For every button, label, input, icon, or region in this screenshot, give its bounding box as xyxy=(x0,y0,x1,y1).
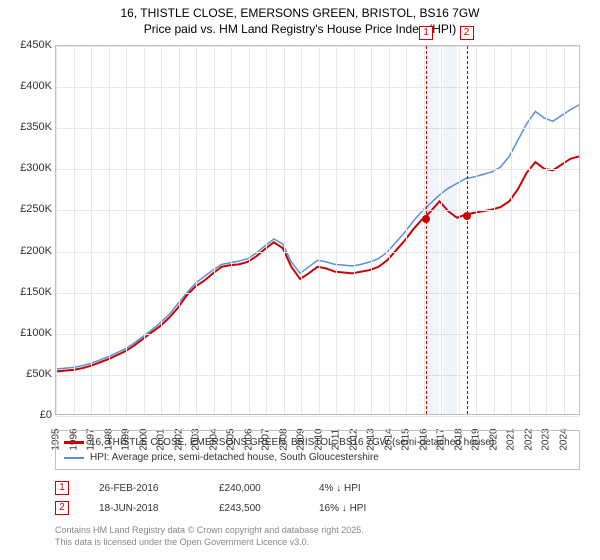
sale-marker: 1 xyxy=(55,481,69,495)
title-line2: Price paid vs. HM Land Registry's House … xyxy=(10,22,590,36)
chart-title: 16, THISTLE CLOSE, EMERSONS GREEN, BRIST… xyxy=(0,0,600,38)
footer-line2: This data is licensed under the Open Gov… xyxy=(55,537,364,549)
ytick-label: £250K xyxy=(20,203,52,215)
sale-row: 2 18-JUN-2018 £243,500 16% ↓ HPI xyxy=(55,498,369,518)
ytick-label: £350K xyxy=(20,121,52,133)
sale-point xyxy=(463,212,471,220)
title-line1: 16, THISTLE CLOSE, EMERSONS GREEN, BRIST… xyxy=(10,6,590,22)
chart-container: 16, THISTLE CLOSE, EMERSONS GREEN, BRIST… xyxy=(0,0,600,560)
footer-line1: Contains HM Land Registry data © Crown c… xyxy=(55,525,364,537)
ytick-label: £300K xyxy=(20,162,52,174)
ytick-label: £100K xyxy=(20,327,52,339)
legend-swatch-property xyxy=(64,441,84,444)
highlight-band xyxy=(443,46,457,414)
chart-svg xyxy=(56,46,579,414)
legend-swatch-hpi xyxy=(64,457,84,459)
footer: Contains HM Land Registry data © Crown c… xyxy=(55,525,364,548)
marker-vline xyxy=(426,46,427,414)
sales-table: 1 26-FEB-2016 £240,000 4% ↓ HPI 2 18-JUN-2018… xyxy=(55,478,369,518)
ytick-label: £0 xyxy=(40,409,52,421)
sale-point xyxy=(422,215,430,223)
ytick-label: £200K xyxy=(20,245,52,257)
plot-area: 1995199619971998199920002001200220032004… xyxy=(55,45,580,415)
series-line-hpi xyxy=(56,105,579,369)
marker-label: 1 xyxy=(419,26,433,40)
sale-row: 1 26-FEB-2016 £240,000 4% ↓ HPI xyxy=(55,478,369,498)
legend-label-hpi: HPI: Average price, semi-detached house,… xyxy=(90,452,379,463)
ytick-label: £400K xyxy=(20,80,52,92)
sale-date: 18-JUN-2018 xyxy=(99,503,189,514)
legend-row-property: 16, THISTLE CLOSE, EMERSONS GREEN, BRIST… xyxy=(64,435,571,450)
sale-marker: 2 xyxy=(55,501,69,515)
legend-label-property: 16, THISTLE CLOSE, EMERSONS GREEN, BRIST… xyxy=(90,437,494,448)
sale-price: £240,000 xyxy=(219,483,289,494)
legend-row-hpi: HPI: Average price, semi-detached house,… xyxy=(64,450,571,465)
sale-price: £243,500 xyxy=(219,503,289,514)
sale-pct: 4% ↓ HPI xyxy=(319,483,369,494)
ytick-label: £50K xyxy=(26,368,52,380)
ytick-label: £150K xyxy=(20,286,52,298)
sale-date: 26-FEB-2016 xyxy=(99,483,189,494)
legend: 16, THISTLE CLOSE, EMERSONS GREEN, BRIST… xyxy=(55,430,580,470)
marker-label: 2 xyxy=(460,26,474,40)
sale-pct: 16% ↓ HPI xyxy=(319,503,369,514)
legend-box: 16, THISTLE CLOSE, EMERSONS GREEN, BRIST… xyxy=(55,430,580,470)
marker-vline xyxy=(467,46,468,414)
ytick-label: £450K xyxy=(20,39,52,51)
series-line-property xyxy=(56,156,579,371)
highlight-band xyxy=(425,46,439,414)
